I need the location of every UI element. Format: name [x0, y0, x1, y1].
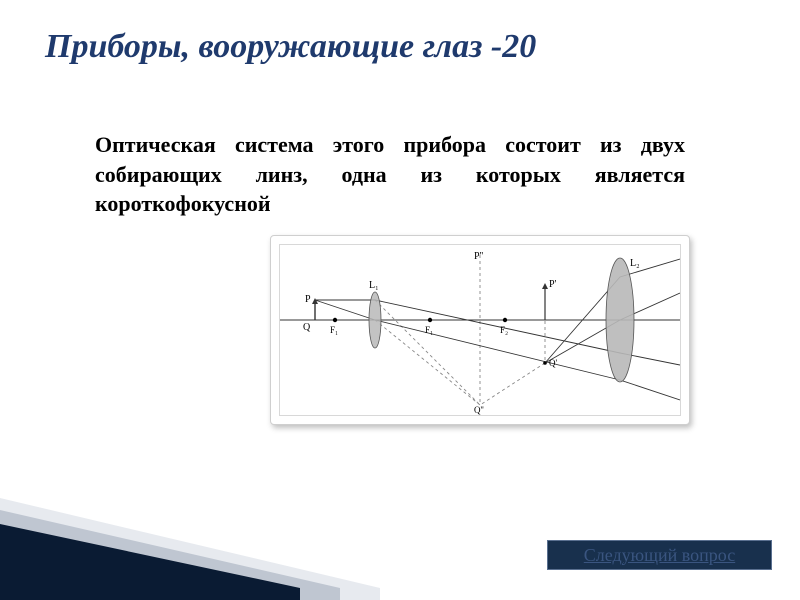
- svg-text:L₁: L₁: [369, 280, 379, 291]
- svg-text:P: P: [305, 294, 311, 305]
- svg-text:P': P': [549, 279, 557, 290]
- svg-text:Q': Q': [549, 358, 557, 368]
- slide-title: Приборы, вооружающие глаз -20: [45, 28, 770, 66]
- optics-diagram: P Q F₁ F₁ F₂ P' Q' P'' Q'' L₁ L₂: [279, 244, 681, 416]
- svg-text:F₁: F₁: [425, 325, 433, 335]
- svg-text:Q'': Q'': [474, 405, 484, 415]
- svg-text:F₁: F₁: [330, 325, 338, 335]
- decorative-corner-wedge: [0, 480, 380, 600]
- svg-text:P'': P'': [474, 251, 483, 262]
- svg-text:F₂: F₂: [500, 325, 508, 335]
- diagram-frame: P Q F₁ F₁ F₂ P' Q' P'' Q'' L₁ L₂: [270, 235, 690, 425]
- question-text: Оптическая система этого прибора состоит…: [95, 130, 685, 219]
- next-question-button[interactable]: Следующий вопрос: [547, 540, 772, 570]
- svg-text:Q: Q: [303, 322, 311, 333]
- svg-text:L₂: L₂: [630, 258, 640, 269]
